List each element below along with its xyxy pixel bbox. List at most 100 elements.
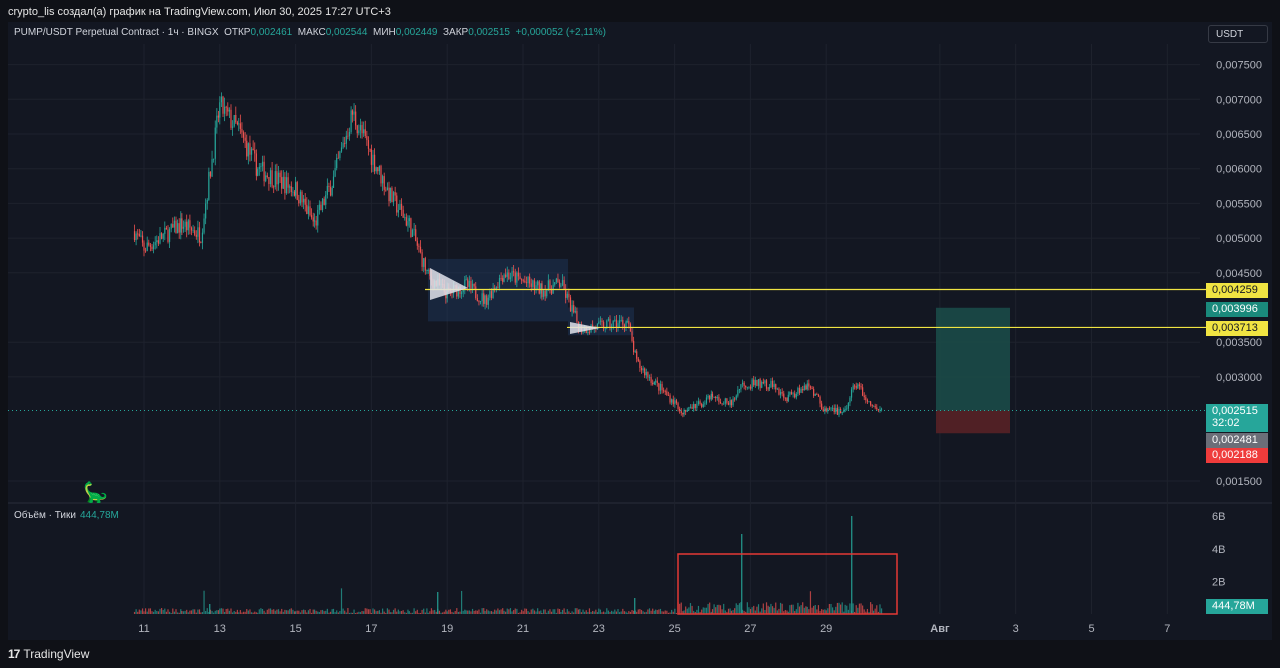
volume-bar: [326, 608, 328, 614]
volume-bar: [138, 609, 140, 614]
candle-body: [133, 231, 136, 241]
candle-body: [246, 140, 248, 157]
candle-body: [242, 132, 245, 138]
volume-bar: [257, 612, 259, 614]
volume-bar: [835, 606, 837, 614]
candle-body: [699, 401, 701, 404]
x-tick-label: 15: [289, 623, 301, 635]
volume-bar: [565, 612, 567, 614]
candle-body: [636, 351, 638, 359]
volume-bar: [189, 610, 191, 614]
open-value: 0,002461: [250, 27, 293, 38]
candle-body: [487, 297, 489, 305]
volume-bar: [568, 611, 570, 614]
volume-bar: [629, 611, 632, 614]
volume-bar: [233, 611, 235, 614]
volume-bar: [707, 603, 709, 614]
volume-bar: [181, 611, 183, 614]
volume-bar: [661, 611, 663, 614]
volume-bar: [344, 610, 346, 614]
chart-area[interactable]: [8, 22, 1272, 640]
candle-body: [239, 123, 241, 129]
volume-bar: [159, 608, 161, 614]
candle-body: [490, 291, 493, 299]
volume-bar: [590, 611, 592, 614]
volume-bar: [347, 608, 349, 614]
dinosaur-icon[interactable]: 🦕: [83, 480, 108, 504]
y-tick-label: 0,006500: [1216, 129, 1262, 141]
volume-bar: [753, 605, 755, 614]
volume-bar: [430, 608, 433, 614]
volume-bar: [642, 611, 644, 614]
candle-body: [825, 408, 827, 412]
volume-bar: [289, 609, 291, 614]
volume-bar: [201, 612, 204, 614]
tradingview-logo[interactable]: 17 TradingView: [8, 647, 89, 661]
volume-bar: [879, 604, 881, 614]
currency-button[interactable]: USDT: [1208, 25, 1268, 43]
candle-body: [560, 285, 562, 287]
candle-body: [860, 386, 862, 388]
volume-bar: [135, 609, 137, 614]
symbol-title[interactable]: PUMP/USDT Perpetual Contract · 1ч · BING…: [14, 27, 219, 38]
candle-body: [816, 394, 818, 395]
volume-bar: [503, 610, 505, 614]
volume-bar: [710, 611, 712, 614]
candle-body: [805, 385, 807, 390]
candle-body: [468, 281, 470, 287]
candle-body: [727, 402, 730, 405]
volume-bar: [631, 610, 633, 614]
candle-body: [576, 311, 578, 322]
volume-bar: [342, 608, 344, 614]
candle-body: [500, 278, 502, 279]
candle-body: [716, 397, 718, 399]
volume-bar: [617, 609, 619, 614]
open-label: ОТКР: [224, 27, 251, 38]
candle-body: [370, 149, 372, 165]
volume-spike: [437, 592, 439, 614]
volume-bar: [659, 608, 662, 614]
volume-bar: [366, 608, 368, 614]
volume-bar: [723, 603, 725, 614]
candle-body: [555, 278, 557, 283]
volume-bar: [470, 611, 472, 614]
candle-body: [263, 161, 265, 182]
close-value: 0,002515: [468, 27, 510, 38]
volume-bar: [615, 611, 617, 614]
volume-bar: [580, 612, 583, 614]
volume-bar: [855, 605, 857, 614]
candle-body: [770, 380, 772, 388]
candle-body: [399, 203, 401, 210]
volume-bar: [170, 612, 172, 614]
candle-body: [546, 289, 548, 297]
candle-body: [495, 286, 497, 291]
volume-bar: [228, 610, 230, 614]
candle-body: [345, 135, 347, 144]
x-tick-label: 23: [593, 623, 605, 635]
candle-body: [462, 290, 464, 293]
candle-body: [374, 154, 376, 172]
candle-body: [846, 408, 848, 410]
volume-bar: [748, 607, 750, 614]
volume-bar: [200, 612, 202, 614]
candle-body: [634, 351, 636, 353]
volume-bar: [550, 611, 553, 614]
volume-bar: [547, 610, 549, 614]
volume-bar: [773, 607, 775, 614]
candle-body: [740, 384, 742, 390]
candle-body: [790, 391, 793, 395]
volume-bar: [426, 608, 428, 614]
candle-body: [639, 361, 641, 368]
candle-body: [254, 149, 256, 154]
candle-body: [271, 170, 273, 187]
volume-bar: [424, 612, 426, 614]
candle-body: [478, 301, 480, 303]
volume-bar: [465, 610, 467, 614]
candle-body: [167, 229, 169, 242]
volume-bar: [737, 604, 739, 614]
candle-body: [794, 393, 796, 398]
candle-body: [558, 282, 561, 287]
candle-body: [351, 110, 354, 115]
candle-body: [865, 397, 867, 401]
